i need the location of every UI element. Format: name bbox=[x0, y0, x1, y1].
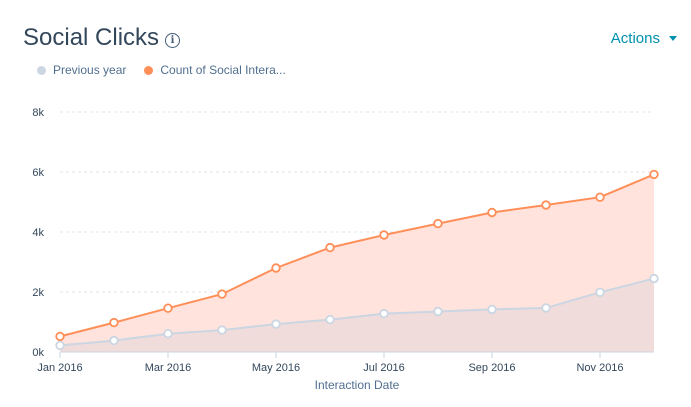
legend-dot-icon bbox=[37, 65, 46, 75]
x-tick-label: Nov 2016 bbox=[576, 362, 623, 374]
actions-label: Actions bbox=[610, 30, 660, 47]
y-tick-label: 8k bbox=[32, 107, 44, 119]
legend: Previous year Count of Social Intera... bbox=[37, 63, 286, 77]
series-line-0 bbox=[59, 173, 655, 338]
data-point bbox=[649, 169, 659, 180]
data-point bbox=[55, 331, 65, 342]
data-point bbox=[487, 207, 497, 218]
data-point bbox=[379, 230, 389, 240]
series-area-1 bbox=[60, 278, 654, 352]
info-icon[interactable]: i bbox=[165, 33, 180, 48]
data-point bbox=[379, 308, 389, 319]
data-point bbox=[163, 303, 173, 313]
data-point bbox=[325, 314, 335, 325]
data-point bbox=[55, 340, 65, 351]
data-point bbox=[271, 263, 281, 273]
y-tick-label: 2k bbox=[32, 287, 44, 299]
data-point bbox=[433, 218, 443, 229]
page-title: Social Clicks bbox=[23, 24, 160, 51]
data-point bbox=[649, 273, 659, 284]
legend-item-previous-year[interactable]: Previous year bbox=[37, 63, 126, 77]
data-point bbox=[487, 304, 497, 315]
x-tick-label: Sep 2016 bbox=[468, 362, 515, 374]
data-point bbox=[109, 317, 119, 328]
chevron-down-icon bbox=[669, 36, 677, 41]
actions-button[interactable]: Actions bbox=[611, 30, 677, 47]
data-point bbox=[217, 325, 227, 335]
x-tick-label: Jan 2016 bbox=[37, 362, 82, 374]
data-point bbox=[109, 335, 119, 346]
data-point bbox=[595, 287, 605, 297]
legend-label: Count of Social Intera... bbox=[160, 63, 286, 77]
x-tick-label: Mar 2016 bbox=[145, 362, 191, 374]
series-area-0 bbox=[60, 174, 654, 352]
data-point bbox=[433, 306, 443, 317]
data-point bbox=[541, 303, 551, 313]
series-line-1 bbox=[59, 277, 655, 347]
data-point bbox=[163, 329, 173, 339]
y-tick-label: 6k bbox=[32, 167, 44, 179]
x-tick-label: May 2016 bbox=[252, 362, 300, 374]
y-tick-label: 4k bbox=[32, 227, 44, 239]
legend-item-current[interactable]: Count of Social Intera... bbox=[144, 63, 286, 77]
data-point bbox=[271, 319, 281, 329]
data-point bbox=[595, 192, 605, 202]
x-tick-label: Jul 2016 bbox=[363, 362, 405, 374]
data-point bbox=[325, 242, 335, 253]
data-point bbox=[217, 289, 227, 299]
legend-dot-icon bbox=[144, 65, 154, 75]
data-point bbox=[541, 200, 551, 210]
x-axis-title: Interaction Date bbox=[315, 378, 400, 392]
legend-label: Previous year bbox=[53, 63, 127, 77]
y-tick-label: 0k bbox=[32, 347, 44, 359]
